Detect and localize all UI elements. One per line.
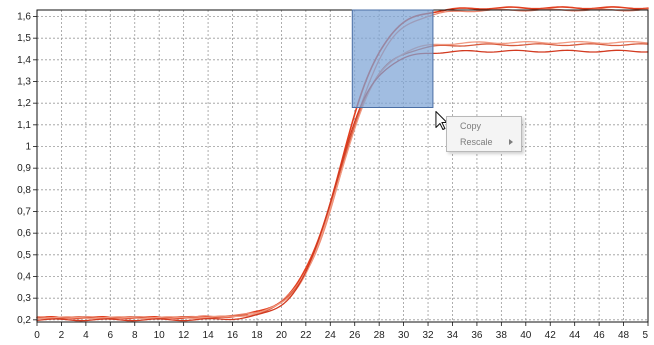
x-tick-label: 4 [83, 330, 89, 341]
y-tick-label: 0,5 [17, 250, 31, 261]
x-tick-label: 38 [496, 330, 508, 341]
x-tick-label: 5 [642, 330, 648, 341]
x-tick-label: 28 [374, 330, 386, 341]
zoom-selection-layer[interactable] [351, 9, 434, 108]
submenu-arrow-icon [509, 139, 513, 145]
y-tick-label: 0,7 [17, 207, 31, 218]
x-tick-label: 12 [178, 330, 190, 341]
x-tick-label: 24 [325, 330, 337, 341]
amplification-curve-4 [36, 40, 649, 320]
x-tick-label: 36 [471, 330, 483, 341]
y-tick-label: 0,4 [17, 272, 31, 283]
menu-item-rescale[interactable]: Rescale [447, 134, 521, 150]
x-tick-label: 34 [447, 330, 459, 341]
y-tick-label: 1 [25, 142, 31, 153]
plot-frame [36, 9, 649, 323]
y-tick-label: 1,5 [17, 33, 31, 44]
x-tick-label: 18 [251, 330, 263, 341]
x-tick-label: 30 [398, 330, 410, 341]
x-tick-label: 14 [203, 330, 215, 341]
y-tick-label: 1,1 [17, 120, 31, 131]
y-tick-label: 1,6 [17, 12, 31, 23]
x-tick-label: 26 [349, 330, 361, 341]
tick-labels: 0 2 4 6 8 10 12 14 16 18 20 22 24 26 28 30 32 34 36 38 40 42 4… [17, 12, 648, 342]
x-tick-label: 44 [569, 330, 581, 341]
x-tick-label: 16 [227, 330, 239, 341]
x-tick-label: 42 [545, 330, 557, 341]
amplification-curve-3 [36, 43, 649, 320]
x-tick-label: 20 [276, 330, 288, 341]
x-tick-label: 40 [520, 330, 532, 341]
x-tick-label: 48 [618, 330, 630, 341]
x-tick-label: 46 [594, 330, 606, 341]
y-tick-label: 1,2 [17, 98, 31, 109]
x-tick-label: 2 [59, 330, 65, 341]
plot-axes [33, 9, 649, 326]
x-tick-label: 22 [300, 330, 312, 341]
y-tick-label: 0,8 [17, 185, 31, 196]
y-tick-label: 1,3 [17, 77, 31, 88]
grid-lines [36, 10, 649, 322]
x-tick-label: 32 [422, 330, 434, 341]
x-tick-label: 10 [154, 330, 166, 341]
zoom-selection-rectangle[interactable] [351, 9, 434, 108]
x-tick-label: 0 [34, 330, 40, 341]
y-tick-label: 1,4 [17, 55, 31, 66]
x-tick-label: 6 [108, 330, 114, 341]
menu-item-rescale-label: Rescale [460, 137, 493, 147]
y-tick-label: 0,6 [17, 228, 31, 239]
y-tick-label: 0,9 [17, 163, 31, 174]
x-tick-label: 8 [132, 330, 138, 341]
menu-item-copy[interactable]: Copy [447, 118, 521, 134]
y-tick-label: 0,3 [17, 293, 31, 304]
y-tick-label: 0,2 [17, 315, 31, 326]
context-menu: Copy Rescale [446, 116, 522, 152]
amplification-curves [36, 6, 649, 322]
amplification-curve-5 [36, 49, 649, 322]
menu-item-copy-label: Copy [460, 121, 482, 131]
